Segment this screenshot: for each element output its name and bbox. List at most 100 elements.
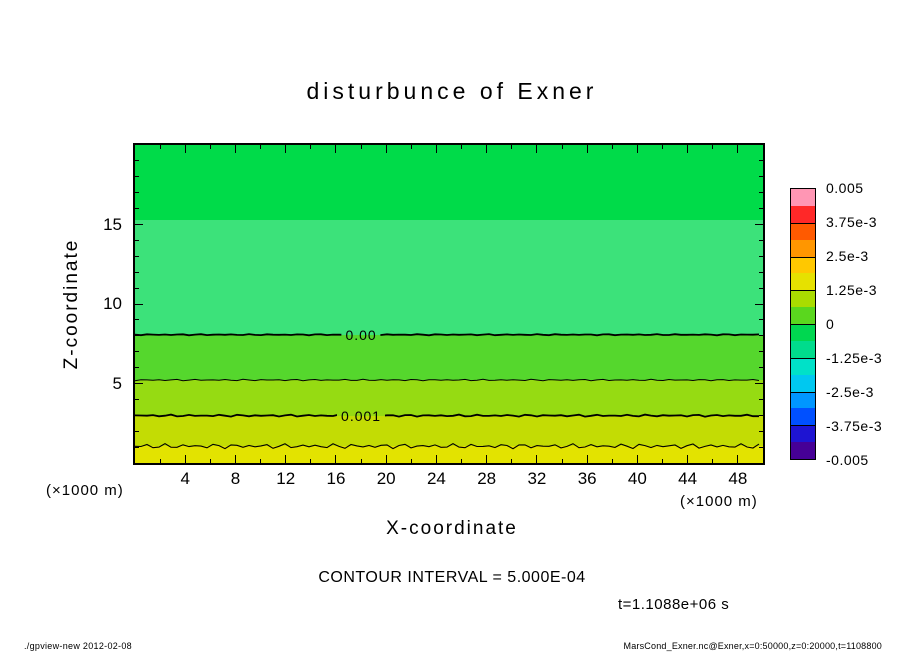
footer-command-text: ./gpview-new 2012-02-08 — [24, 641, 132, 651]
y-axis-tick-labels: 5 10 15 — [70, 145, 122, 463]
z-axis-tick — [135, 271, 139, 273]
z-axis-tick — [135, 160, 139, 162]
colorbar-segment — [791, 324, 815, 341]
x-axis-tick — [461, 145, 463, 149]
x-axis-unit: (×1000 m) — [680, 493, 758, 510]
x-tick-label: 8 — [230, 469, 241, 488]
y-tick-label: 5 — [112, 373, 122, 393]
colorbar-boundary-line — [791, 391, 815, 393]
x-axis-tick — [586, 145, 588, 153]
plot-area: 0.00 0.001 — [133, 143, 765, 465]
footer-source-text: MarsCond_Exner.nc@Exner,x=0:50000,z=0:20… — [623, 641, 882, 651]
z-axis-tick — [759, 239, 763, 241]
z-axis-tick — [135, 239, 139, 241]
x-tick-label: 32 — [527, 469, 547, 488]
z-axis-tick — [759, 351, 763, 353]
x-axis-tick — [561, 459, 563, 463]
colorbar-segment — [791, 357, 815, 375]
x-axis-tick — [209, 459, 211, 463]
z-axis-tick — [759, 430, 763, 432]
colorbar-segment — [791, 222, 815, 240]
colorbar-segment — [791, 189, 815, 206]
colorbar-segment — [791, 340, 815, 358]
time-annotation: t=1.1088e+06 s — [618, 596, 730, 613]
y-tick-label: 15 — [103, 214, 122, 234]
colorbar-boundary-line — [791, 324, 815, 325]
z-axis-tick — [759, 319, 763, 321]
x-axis-tick — [285, 145, 287, 153]
z-axis-tick — [135, 303, 143, 305]
x-axis-tick — [310, 145, 312, 149]
x-tick-label: 12 — [276, 469, 296, 488]
x-axis-tick — [636, 455, 638, 463]
x-axis-tick — [586, 455, 588, 463]
z-axis-tick — [759, 367, 763, 369]
x-axis-tick — [435, 145, 437, 153]
x-axis-tick — [159, 459, 161, 463]
x-tick-label: 4 — [180, 469, 190, 488]
plot-title: disturbunce of Exner — [306, 78, 598, 104]
x-axis-tick — [662, 459, 664, 463]
x-axis-tick — [184, 145, 186, 153]
z-axis-tick — [759, 255, 763, 257]
fill-band — [135, 380, 763, 417]
colorbar-boundary-line — [791, 222, 815, 224]
colorbar-boundary-line — [791, 357, 815, 359]
colorbar-segment — [791, 205, 815, 223]
colorbar-labels: 0.005 3.75e-3 2.5e-3 1.25e-3 0 -1.25e-3 -2.5e-… — [826, 180, 902, 468]
colorbar-segment — [791, 273, 815, 291]
z-axis-tick — [759, 176, 763, 178]
z-axis-tick — [135, 414, 139, 416]
x-tick-label: 40 — [627, 469, 647, 488]
colorbar-boundary-line — [791, 425, 815, 427]
x-axis-tick — [737, 145, 739, 153]
z-axis-tick — [135, 351, 139, 353]
colorbar-segment — [791, 374, 815, 392]
contour-label: 0.00 — [341, 326, 381, 343]
contour-interval-text: CONTOUR INTERVAL = 5.000E-04 — [318, 569, 586, 586]
x-axis-tick — [209, 145, 211, 149]
z-axis-tick — [135, 208, 139, 210]
z-axis-tick — [135, 319, 139, 321]
x-tick-label: 48 — [728, 469, 748, 488]
colorbar-segment — [791, 239, 815, 257]
x-axis-tick — [260, 145, 262, 149]
x-axis-tick — [410, 145, 412, 149]
colorbar-segment — [791, 290, 815, 308]
x-tick-label: 20 — [376, 469, 396, 488]
colorbar-boundary-line — [791, 256, 815, 258]
colorbar-label: 2.5e-3 — [826, 248, 869, 264]
colorbar-segment — [791, 307, 815, 324]
colorbar-label: -3.75e-3 — [826, 418, 883, 434]
x-axis-tick — [184, 455, 186, 463]
x-axis-tick — [234, 455, 236, 463]
x-axis-tick — [385, 455, 387, 463]
z-axis-tick — [759, 446, 763, 448]
x-axis-tick — [511, 459, 513, 463]
x-axis-tick — [234, 145, 236, 153]
z-axis-tick — [135, 255, 139, 257]
colorbar-label: -2.5e-3 — [826, 384, 874, 400]
colorbar-segment — [791, 391, 815, 409]
x-axis-tick — [310, 459, 312, 463]
x-axis-tick — [561, 145, 563, 149]
colorbar-label: 3.75e-3 — [826, 214, 877, 230]
z-axis-tick — [759, 287, 763, 289]
z-axis-tick — [755, 224, 763, 225]
x-axis-tick — [360, 145, 362, 149]
x-tick-label: 44 — [678, 469, 698, 488]
z-axis-tick — [135, 446, 139, 448]
colorbar-label: 0 — [826, 316, 835, 332]
x-axis-tick — [712, 459, 714, 463]
x-axis-tick — [511, 145, 513, 149]
colorbar-segment — [791, 408, 815, 426]
z-axis-tick — [755, 383, 763, 384]
z-axis-tick — [759, 398, 763, 400]
fill-band — [135, 415, 763, 447]
colorbar-boundary-line — [791, 290, 815, 292]
x-axis-tick — [486, 455, 488, 463]
z-axis-tick — [135, 287, 139, 289]
contour-label: 0.001 — [337, 407, 386, 424]
x-axis-tick — [611, 459, 613, 463]
